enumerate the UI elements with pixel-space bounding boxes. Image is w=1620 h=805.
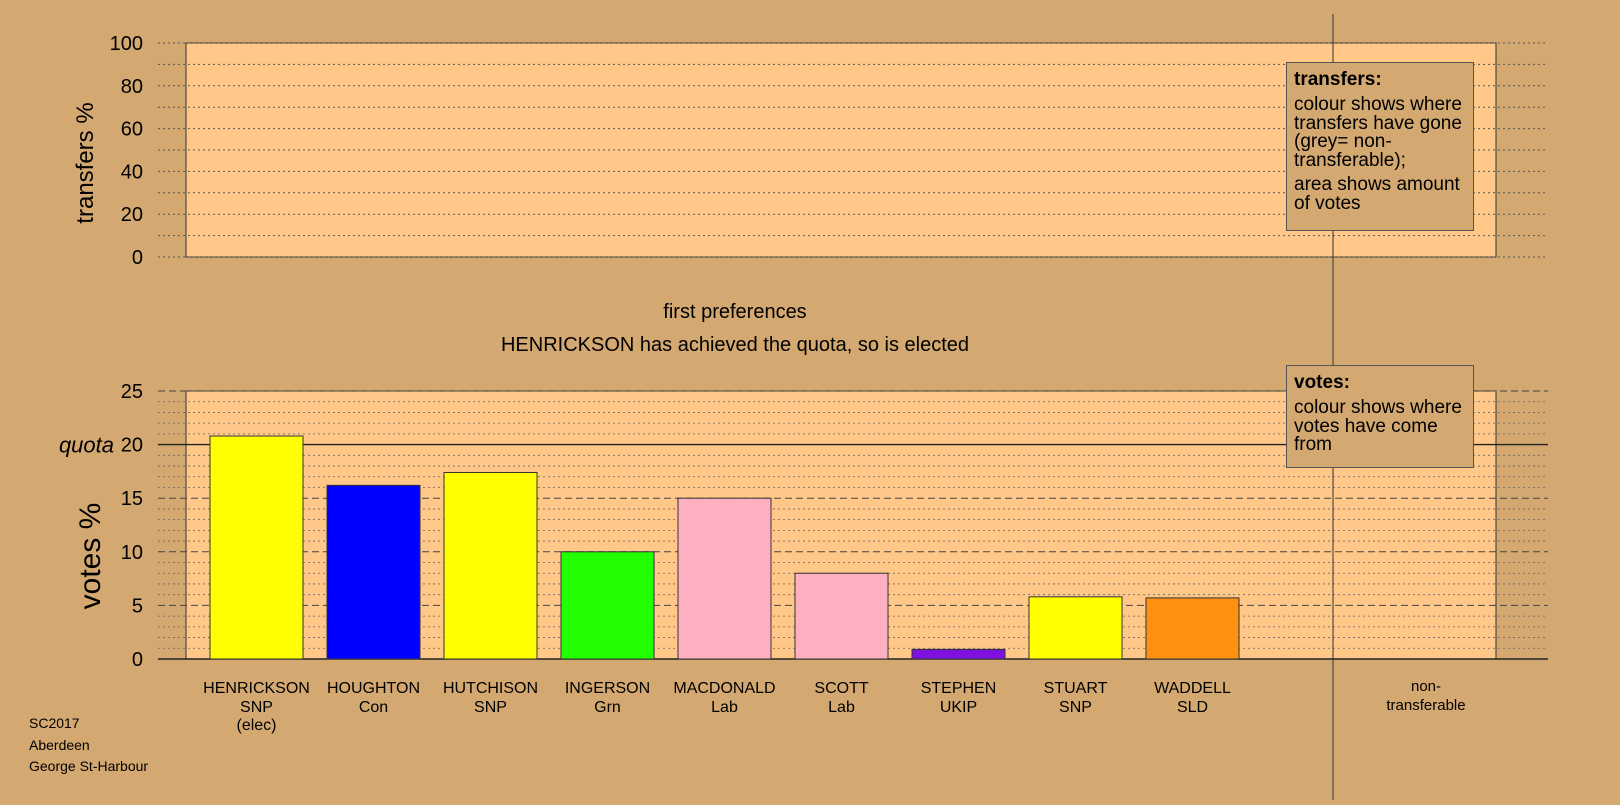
votes-y-axis-label: votes % [74,503,107,610]
candidate-name-label: MACDONALD [673,680,775,697]
candidate-party-label: UKIP [940,699,977,716]
votes-bars [209,435,1240,660]
candidate-name-label: INGERSON [565,680,650,697]
candidate-party-label: SNP [1059,699,1092,716]
bar-hutchison [443,471,538,660]
candidate-name-label: HOUGHTON [327,680,420,697]
footer-election: SC2017 [29,715,80,731]
candidate-party-label: Grn [594,699,621,716]
candidate-party-label: Lab [828,699,855,716]
candidate-name-label: STEPHEN [921,680,997,697]
bar-waddell [1145,597,1240,660]
candidate-name-label: SCOTT [814,680,868,697]
votes-y-tick-label: 0 [132,649,143,671]
transfers-legend-title: transfers: [1294,69,1382,90]
transfers-y-tick-label: 100 [110,33,143,55]
transfers-y-tick-label: 0 [132,247,143,269]
bar-houghton [326,484,421,660]
transfers-y-ticks: 0 20 40 60 80 100 [110,33,143,269]
candidate-party-label: SNP [240,699,273,716]
transfers-grid [158,42,1548,258]
candidate-party-label: SNP [474,699,507,716]
footer-ward: George St-Harbour [29,758,149,774]
bar-stuart [1028,596,1123,660]
votes-legend-title: votes: [1294,372,1350,393]
votes-y-tick-label: 25 [121,381,143,403]
votes-y-tick-label: 5 [132,595,143,617]
votes-legend-line1: colour shows where votes have come from [1294,397,1462,455]
bar-ingerson [560,551,655,660]
transfers-y-tick-label: 20 [121,204,143,226]
votes-y-tick-label: 10 [121,542,143,564]
bar-henrickson [209,435,304,660]
candidate-party-label: Con [359,699,388,716]
bar-scott [794,572,889,660]
candidate-party-label: SLD [1177,699,1208,716]
votes-legend: votes: colour shows where votes have com… [1286,365,1474,468]
candidate-party-label: Lab [711,699,738,716]
bar-stephen [911,648,1006,660]
transfers-y-tick-label: 40 [121,161,143,183]
chart-title: first preferences [663,301,806,323]
transfers-legend: transfers: colour shows where transfers … [1286,62,1474,231]
candidate-status-label: (elec) [236,717,276,734]
transfers-y-axis-label: transfers % [72,102,99,223]
chart-subtitle: HENRICKSON has achieved the quota, so is… [501,334,969,356]
candidate-name-label: HENRICKSON [203,680,310,697]
transfers-legend-line2: area shows amount of votes [1294,174,1460,214]
bar-macdonald [677,497,772,660]
footer: SC2017 Aberdeen George St-Harbour [29,713,148,778]
candidate-name-label: WADDELL [1154,680,1231,697]
quota-label: quota [59,433,114,458]
footer-council: Aberdeen [29,736,90,753]
votes-y-tick-label: 15 [121,488,143,510]
transfers-y-tick-label: 60 [121,119,143,141]
votes-x-labels: HENRICKSONSNP(elec)HOUGHTONConHUTCHISONS… [203,680,1231,734]
transfers-legend-line1: colour shows where transfers have gone (… [1294,94,1462,171]
transfers-y-tick-label: 80 [121,76,143,98]
votes-y-ticks: 0 5 10 15 20 25 quota [59,381,143,671]
candidate-name-label: STUART [1044,680,1108,697]
candidate-name-label: HUTCHISON [443,680,538,697]
votes-y-tick-label: 20 [121,435,143,457]
nontransferable-label: non-transferable [1386,678,1465,714]
